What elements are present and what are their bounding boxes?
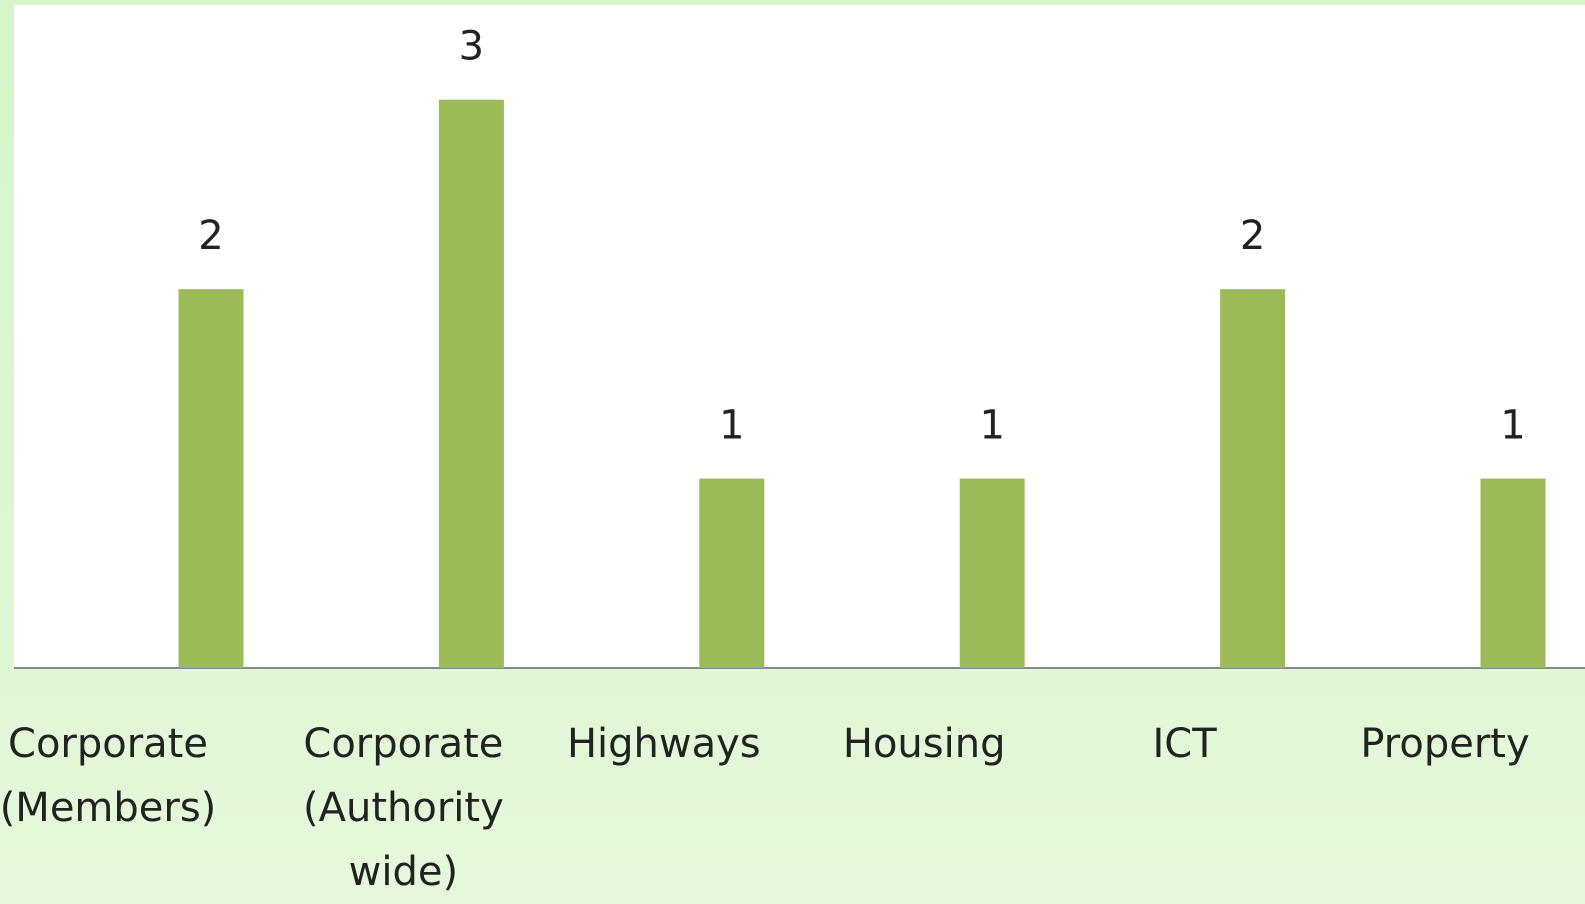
bar: [1480, 478, 1546, 668]
bar: [959, 478, 1025, 668]
x-tick-label: Housing: [842, 721, 1006, 767]
x-tick-label: ICT: [1152, 721, 1217, 767]
bar: [699, 478, 765, 668]
x-tick-label: Corporate (Authority wide): [303, 721, 504, 895]
x-tick-label: Corporate (Members): [0, 721, 217, 831]
value-label: 1: [719, 403, 744, 449]
value-label: 2: [198, 213, 223, 259]
value-label: 2: [1240, 213, 1265, 259]
bar: [1220, 289, 1286, 668]
bar: [438, 99, 504, 668]
x-tick-label: Highways: [566, 721, 761, 767]
value-label: 1: [1500, 403, 1525, 449]
value-label: 1: [979, 403, 1004, 449]
plot-area: [14, 5, 1585, 668]
x-tick-label: Property: [1360, 721, 1530, 767]
bar: [178, 289, 244, 668]
value-label: 3: [459, 24, 484, 70]
